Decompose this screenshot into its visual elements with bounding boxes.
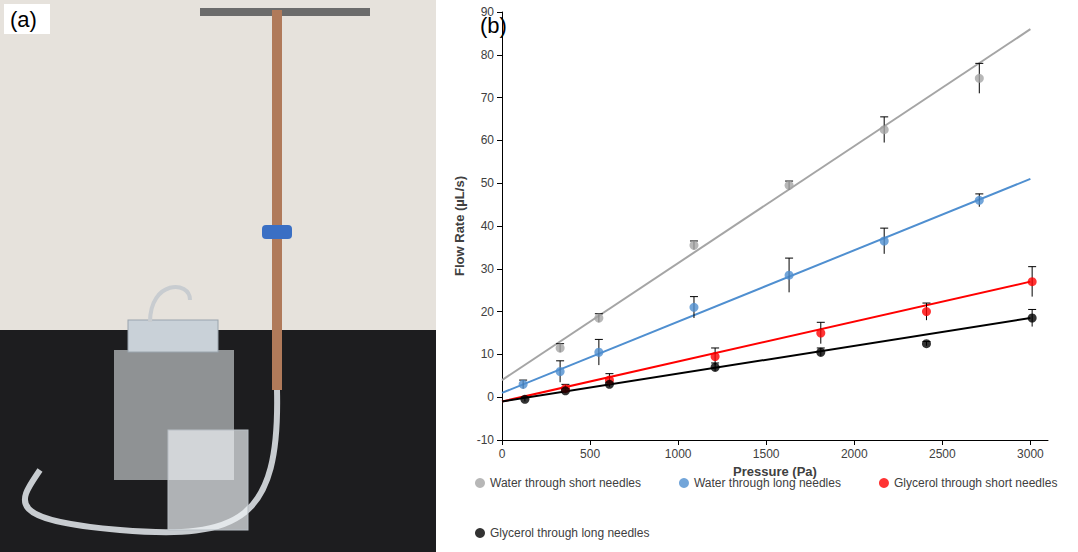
svg-text:2500: 2500 (929, 447, 956, 461)
svg-text:-10: -10 (477, 433, 495, 447)
svg-text:0: 0 (487, 390, 494, 404)
svg-text:30: 30 (481, 262, 495, 276)
svg-text:3000: 3000 (1017, 447, 1044, 461)
svg-text:50: 50 (481, 176, 495, 190)
svg-text:Water through long needles: Water through long needles (694, 476, 841, 490)
svg-text:Glycerol through short needles: Glycerol through short needles (894, 476, 1057, 490)
svg-text:Glycerol through long needles: Glycerol through long needles (490, 526, 649, 540)
svg-text:80: 80 (481, 48, 495, 62)
svg-text:1000: 1000 (665, 447, 692, 461)
svg-text:Water through short needles: Water through short needles (490, 476, 641, 490)
svg-text:20: 20 (481, 305, 495, 319)
svg-text:40: 40 (481, 219, 495, 233)
svg-text:Flow Rate (µL/s): Flow Rate (µL/s) (452, 176, 467, 276)
svg-text:2000: 2000 (841, 447, 868, 461)
svg-text:70: 70 (481, 91, 495, 105)
svg-text:Pressure (Pa): Pressure (Pa) (733, 463, 817, 479)
svg-text:500: 500 (580, 447, 600, 461)
svg-text:0: 0 (499, 447, 506, 461)
svg-text:(a): (a) (10, 7, 37, 32)
svg-text:60: 60 (481, 133, 495, 147)
svg-text:(b): (b) (480, 13, 507, 38)
svg-text:10: 10 (481, 347, 495, 361)
svg-text:1500: 1500 (753, 447, 780, 461)
